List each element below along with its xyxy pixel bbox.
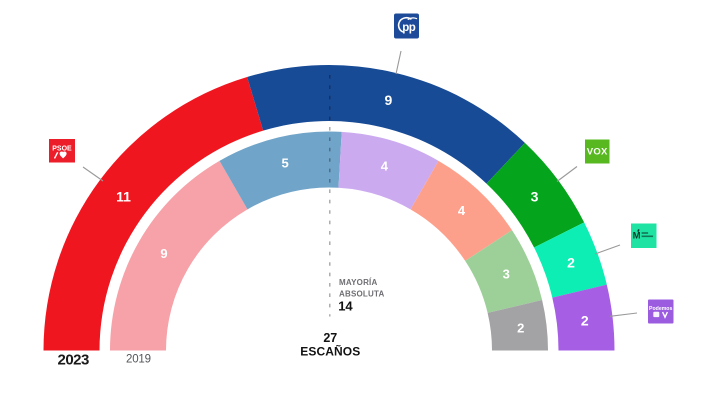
svg-text:MAYORÍA: MAYORÍA — [339, 278, 377, 287]
svg-text:Podemos: Podemos — [649, 306, 672, 312]
svg-text:VOX: VOX — [587, 146, 608, 157]
svg-text:3: 3 — [503, 266, 510, 281]
svg-text:2023: 2023 — [58, 352, 90, 369]
svg-text:ESCAÑOS: ESCAÑOS — [300, 343, 360, 358]
svg-text:2: 2 — [567, 254, 575, 270]
svg-text:27: 27 — [323, 331, 337, 345]
svg-text:pp: pp — [402, 22, 416, 34]
svg-text:2019: 2019 — [126, 354, 151, 366]
svg-text:ABSOLUTA: ABSOLUTA — [339, 290, 384, 299]
svg-text:9: 9 — [160, 246, 167, 261]
svg-text:2: 2 — [581, 313, 589, 329]
svg-text:14: 14 — [338, 299, 353, 314]
svg-text:4: 4 — [381, 158, 389, 173]
svg-text:3: 3 — [531, 189, 539, 205]
svg-text:11: 11 — [116, 189, 131, 205]
svg-text:M: M — [633, 230, 641, 241]
svg-text:5: 5 — [281, 155, 288, 170]
svg-text:2: 2 — [517, 320, 524, 335]
svg-text:PSOE: PSOE — [52, 146, 72, 153]
svg-text:4: 4 — [458, 203, 466, 218]
svg-text:9: 9 — [385, 92, 393, 108]
